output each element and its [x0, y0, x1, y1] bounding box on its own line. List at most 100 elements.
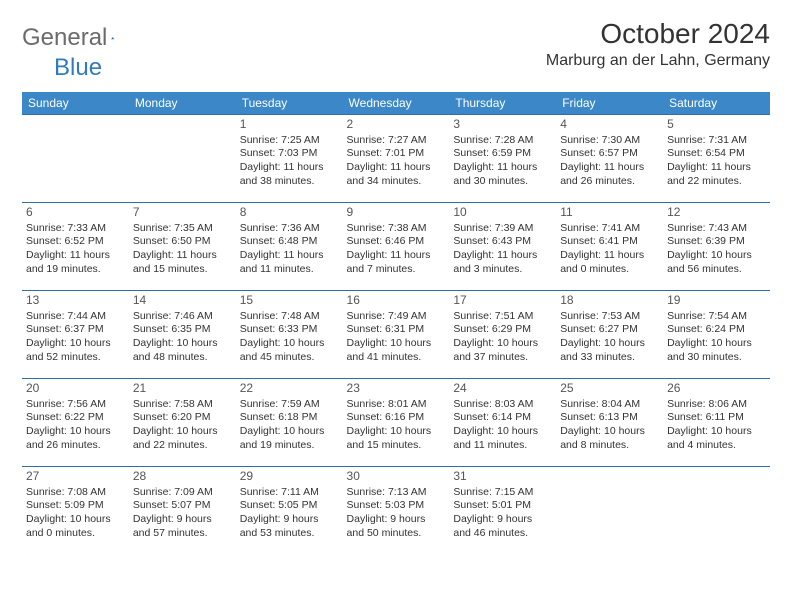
calendar-cell: 17Sunrise: 7:51 AMSunset: 6:29 PMDayligh…: [449, 291, 556, 379]
sunset-line: Sunset: 6:52 PM: [26, 235, 125, 249]
day-number: 10: [453, 205, 552, 221]
sunset-line: Sunset: 5:07 PM: [133, 499, 232, 513]
calendar-cell: [556, 467, 663, 555]
calendar-cell: 20Sunrise: 7:56 AMSunset: 6:22 PMDayligh…: [22, 379, 129, 467]
calendar-cell: 25Sunrise: 8:04 AMSunset: 6:13 PMDayligh…: [556, 379, 663, 467]
sunset-line: Sunset: 6:22 PM: [26, 411, 125, 425]
sunrise-line: Sunrise: 8:04 AM: [560, 398, 659, 412]
calendar-cell: 5Sunrise: 7:31 AMSunset: 6:54 PMDaylight…: [663, 115, 770, 203]
logo: General: [22, 18, 135, 52]
sunset-line: Sunset: 6:41 PM: [560, 235, 659, 249]
sunset-line: Sunset: 6:48 PM: [240, 235, 339, 249]
daylight-line: Daylight: 11 hours and 38 minutes.: [240, 161, 339, 188]
calendar-cell: 19Sunrise: 7:54 AMSunset: 6:24 PMDayligh…: [663, 291, 770, 379]
calendar-cell: 2Sunrise: 7:27 AMSunset: 7:01 PMDaylight…: [343, 115, 450, 203]
daylight-line: Daylight: 10 hours and 22 minutes.: [133, 425, 232, 452]
sunset-line: Sunset: 6:13 PM: [560, 411, 659, 425]
sunrise-line: Sunrise: 7:31 AM: [667, 134, 766, 148]
day-number: 17: [453, 293, 552, 309]
sunrise-line: Sunrise: 7:49 AM: [347, 310, 446, 324]
calendar-cell: 29Sunrise: 7:11 AMSunset: 5:05 PMDayligh…: [236, 467, 343, 555]
daylight-line: Daylight: 11 hours and 22 minutes.: [667, 161, 766, 188]
sunrise-line: Sunrise: 7:56 AM: [26, 398, 125, 412]
daylight-line: Daylight: 11 hours and 3 minutes.: [453, 249, 552, 276]
daylight-line: Daylight: 10 hours and 0 minutes.: [26, 513, 125, 540]
sunrise-line: Sunrise: 7:27 AM: [347, 134, 446, 148]
sunrise-line: Sunrise: 7:33 AM: [26, 222, 125, 236]
calendar-cell: 8Sunrise: 7:36 AMSunset: 6:48 PMDaylight…: [236, 203, 343, 291]
calendar-cell: 26Sunrise: 8:06 AMSunset: 6:11 PMDayligh…: [663, 379, 770, 467]
day-number: 16: [347, 293, 446, 309]
daylight-line: Daylight: 9 hours and 50 minutes.: [347, 513, 446, 540]
sunset-line: Sunset: 6:14 PM: [453, 411, 552, 425]
calendar-cell: 3Sunrise: 7:28 AMSunset: 6:59 PMDaylight…: [449, 115, 556, 203]
calendar-cell: 30Sunrise: 7:13 AMSunset: 5:03 PMDayligh…: [343, 467, 450, 555]
sunrise-line: Sunrise: 7:58 AM: [133, 398, 232, 412]
daylight-line: Daylight: 11 hours and 26 minutes.: [560, 161, 659, 188]
sunrise-line: Sunrise: 7:46 AM: [133, 310, 232, 324]
sunrise-line: Sunrise: 7:13 AM: [347, 486, 446, 500]
day-number: 24: [453, 381, 552, 397]
day-number: 7: [133, 205, 232, 221]
sunrise-line: Sunrise: 7:41 AM: [560, 222, 659, 236]
sunset-line: Sunset: 6:59 PM: [453, 147, 552, 161]
sunset-line: Sunset: 6:24 PM: [667, 323, 766, 337]
weekday-thursday: Thursday: [449, 92, 556, 115]
calendar-cell: 4Sunrise: 7:30 AMSunset: 6:57 PMDaylight…: [556, 115, 663, 203]
day-number: 31: [453, 469, 552, 485]
calendar-cell: [22, 115, 129, 203]
day-number: 21: [133, 381, 232, 397]
sunset-line: Sunset: 6:29 PM: [453, 323, 552, 337]
day-number: 12: [667, 205, 766, 221]
daylight-line: Daylight: 10 hours and 8 minutes.: [560, 425, 659, 452]
daylight-line: Daylight: 10 hours and 26 minutes.: [26, 425, 125, 452]
sunset-line: Sunset: 6:54 PM: [667, 147, 766, 161]
logo-text-general: General: [22, 24, 107, 52]
sunset-line: Sunset: 7:01 PM: [347, 147, 446, 161]
sunset-line: Sunset: 6:43 PM: [453, 235, 552, 249]
sunrise-line: Sunrise: 7:09 AM: [133, 486, 232, 500]
calendar-cell: 10Sunrise: 7:39 AMSunset: 6:43 PMDayligh…: [449, 203, 556, 291]
weekday-saturday: Saturday: [663, 92, 770, 115]
day-number: 28: [133, 469, 232, 485]
sunset-line: Sunset: 6:46 PM: [347, 235, 446, 249]
sunset-line: Sunset: 5:03 PM: [347, 499, 446, 513]
sunset-line: Sunset: 6:39 PM: [667, 235, 766, 249]
daylight-line: Daylight: 10 hours and 56 minutes.: [667, 249, 766, 276]
sunset-line: Sunset: 5:09 PM: [26, 499, 125, 513]
sunset-line: Sunset: 6:31 PM: [347, 323, 446, 337]
sunrise-line: Sunrise: 7:43 AM: [667, 222, 766, 236]
sunrise-line: Sunrise: 7:30 AM: [560, 134, 659, 148]
day-number: 14: [133, 293, 232, 309]
day-number: 11: [560, 205, 659, 221]
sunset-line: Sunset: 6:35 PM: [133, 323, 232, 337]
sunset-line: Sunset: 6:20 PM: [133, 411, 232, 425]
daylight-line: Daylight: 11 hours and 0 minutes.: [560, 249, 659, 276]
sunrise-line: Sunrise: 7:59 AM: [240, 398, 339, 412]
day-number: 2: [347, 117, 446, 133]
calendar-row: 27Sunrise: 7:08 AMSunset: 5:09 PMDayligh…: [22, 467, 770, 555]
calendar-cell: 7Sunrise: 7:35 AMSunset: 6:50 PMDaylight…: [129, 203, 236, 291]
sunrise-line: Sunrise: 7:28 AM: [453, 134, 552, 148]
calendar-cell: 14Sunrise: 7:46 AMSunset: 6:35 PMDayligh…: [129, 291, 236, 379]
calendar-cell: [663, 467, 770, 555]
sunrise-line: Sunrise: 7:25 AM: [240, 134, 339, 148]
daylight-line: Daylight: 10 hours and 52 minutes.: [26, 337, 125, 364]
sunrise-line: Sunrise: 7:48 AM: [240, 310, 339, 324]
day-number: 3: [453, 117, 552, 133]
day-number: 27: [26, 469, 125, 485]
calendar-cell: 6Sunrise: 7:33 AMSunset: 6:52 PMDaylight…: [22, 203, 129, 291]
sunrise-line: Sunrise: 7:08 AM: [26, 486, 125, 500]
sunset-line: Sunset: 6:27 PM: [560, 323, 659, 337]
sunrise-line: Sunrise: 7:35 AM: [133, 222, 232, 236]
daylight-line: Daylight: 10 hours and 45 minutes.: [240, 337, 339, 364]
logo-text-blue: Blue: [54, 54, 102, 81]
calendar-cell: 27Sunrise: 7:08 AMSunset: 5:09 PMDayligh…: [22, 467, 129, 555]
calendar-cell: 18Sunrise: 7:53 AMSunset: 6:27 PMDayligh…: [556, 291, 663, 379]
weekday-monday: Monday: [129, 92, 236, 115]
calendar-cell: 22Sunrise: 7:59 AMSunset: 6:18 PMDayligh…: [236, 379, 343, 467]
sunset-line: Sunset: 6:57 PM: [560, 147, 659, 161]
daylight-line: Daylight: 9 hours and 46 minutes.: [453, 513, 552, 540]
day-number: 23: [347, 381, 446, 397]
sunset-line: Sunset: 6:11 PM: [667, 411, 766, 425]
